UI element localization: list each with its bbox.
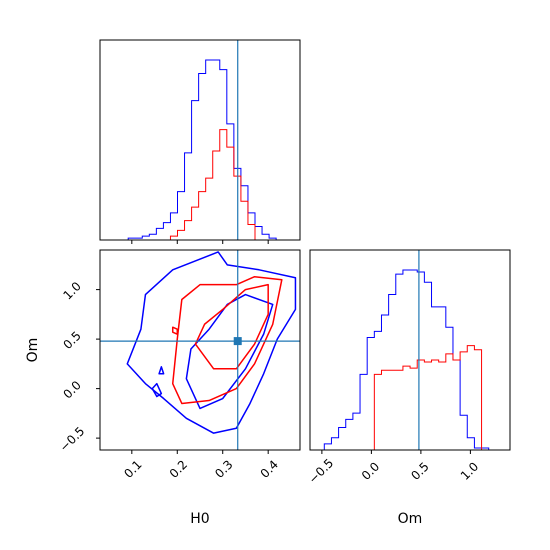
om-blue-histogram bbox=[310, 269, 510, 450]
om-axis-label: Om bbox=[398, 511, 423, 527]
om-tick-label-1: 0.0 bbox=[359, 459, 382, 482]
joint-truth-marker bbox=[233, 337, 242, 346]
contour-red-inner bbox=[194, 283, 269, 370]
h0-histogram-ticks bbox=[131, 240, 269, 244]
joint-contour-panel: 0.1 0.2 0.3 0.4 −0.5 0.0 0.5 1.0 H0 Om bbox=[25, 249, 301, 527]
om-tick-label-2: 0.5 bbox=[408, 459, 431, 482]
om-histogram-series bbox=[310, 269, 510, 450]
h0-tick-label-0: 0.1 bbox=[121, 457, 144, 480]
h0-tick-label-3: 0.4 bbox=[258, 457, 281, 480]
contour-blue-outer bbox=[126, 251, 297, 434]
contour-blue-island-2 bbox=[158, 366, 165, 375]
om-red-histogram bbox=[310, 345, 510, 450]
h0-blue-histogram bbox=[100, 59, 300, 240]
om-tick-label-3: 1.0 bbox=[458, 459, 481, 482]
h0-histogram-series bbox=[100, 59, 300, 240]
h0-axis-label: H0 bbox=[190, 511, 209, 527]
contour-blue-inner bbox=[185, 293, 274, 410]
joint-y-ticks: −0.5 0.0 0.5 1.0 bbox=[57, 279, 100, 455]
joint-contour-frame bbox=[99, 249, 301, 451]
om-histogram-panel: −0.5 0.0 0.5 1.0 Om bbox=[306, 249, 511, 527]
h0-tick-label-1: 0.2 bbox=[167, 457, 190, 480]
contour-red-island bbox=[171, 326, 179, 335]
om-y-tick-label-1: 0.0 bbox=[60, 378, 83, 401]
om-axis-label-vertical: Om bbox=[25, 338, 41, 363]
om-y-tick-label-3: 1.0 bbox=[60, 279, 83, 302]
om-histogram-frame bbox=[309, 249, 511, 451]
h0-histogram-frame bbox=[99, 39, 301, 241]
contour-blue-island-1 bbox=[151, 382, 163, 398]
h0-tick-label-2: 0.3 bbox=[212, 457, 235, 480]
joint-x-ticks: 0.1 0.2 0.3 0.4 bbox=[121, 450, 281, 481]
h0-red-histogram bbox=[100, 129, 300, 240]
om-x-ticks: −0.5 0.0 0.5 1.0 bbox=[306, 450, 481, 486]
om-y-tick-label-2: 0.5 bbox=[60, 329, 83, 352]
joint-contours bbox=[126, 251, 297, 434]
h0-histogram-panel bbox=[99, 39, 301, 244]
contour-red-outer bbox=[171, 275, 283, 405]
om-tick-label-0: −0.5 bbox=[306, 456, 337, 487]
om-y-tick-label-0: −0.5 bbox=[57, 424, 88, 455]
